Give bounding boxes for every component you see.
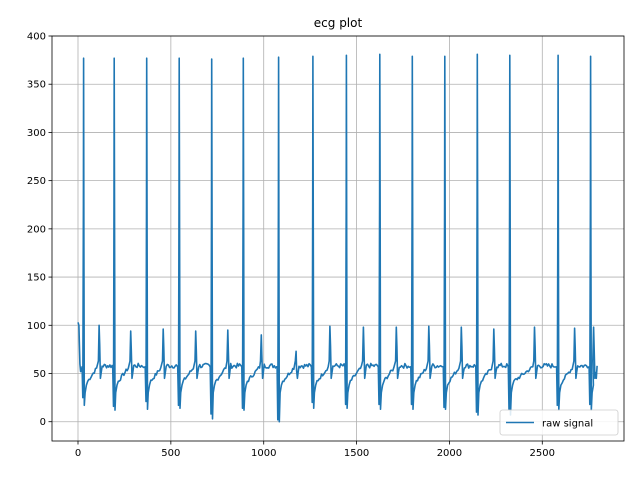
y-tick-label: 350	[27, 80, 46, 91]
x-tick-label: 1500	[344, 448, 369, 459]
x-tick-label: 0	[75, 448, 81, 459]
y-tick-label: 0	[40, 417, 46, 428]
x-tick-label: 500	[161, 448, 180, 459]
x-tick-label: 2000	[437, 448, 462, 459]
axes-frame	[51, 35, 625, 442]
y-tick-label: 100	[27, 321, 46, 332]
ticks: 0 500 1000 1500 2000 2500 0 50 100 150 200 250 300 35…	[27, 32, 555, 460]
y-tick-label: 300	[27, 128, 46, 139]
y-tick-label: 50	[33, 369, 46, 380]
chart-title: ecg plot	[314, 16, 363, 30]
legend-box	[499, 409, 619, 436]
y-tick-label: 200	[27, 224, 46, 235]
legend-label: raw signal	[542, 419, 593, 430]
legend: raw signal	[499, 409, 619, 436]
y-tick-label: 150	[27, 273, 46, 284]
y-tick-label: 400	[27, 32, 46, 43]
series-line-raw-signal	[77, 53, 598, 423]
plot-area	[77, 53, 598, 423]
x-tick-label: 1000	[251, 448, 276, 459]
y-tick-label: 250	[27, 176, 46, 187]
x-tick-label: 2500	[530, 448, 555, 459]
